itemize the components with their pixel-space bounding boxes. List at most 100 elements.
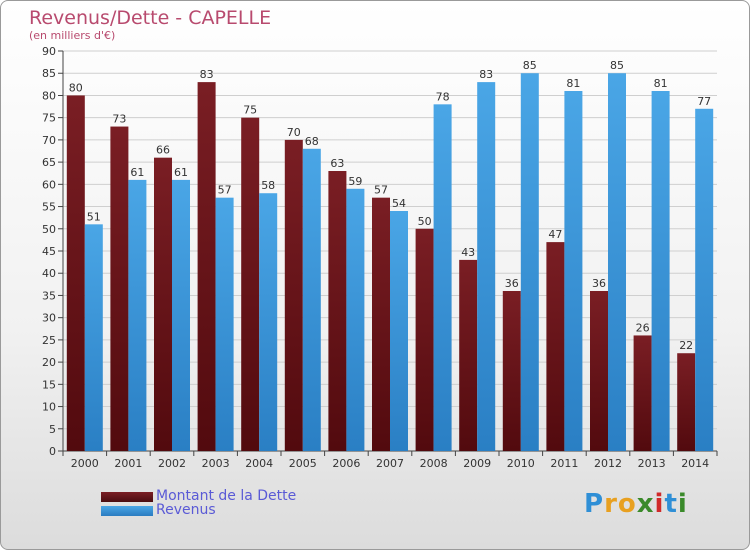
logo-letter: r <box>604 489 618 519</box>
x-tick-label: 2009 <box>463 457 491 470</box>
logo-letter: x <box>636 489 655 519</box>
data-label-revenus: 81 <box>566 77 580 90</box>
proxiti-logo: Proxiti <box>584 489 688 519</box>
data-label-revenus: 85 <box>523 59 537 72</box>
data-label-dette: 83 <box>200 68 214 81</box>
bar-dette <box>241 117 260 452</box>
bar-dette <box>328 171 347 451</box>
data-label-revenus: 58 <box>261 179 275 192</box>
bar-dette <box>502 291 521 451</box>
y-tick-label: 15 <box>42 378 56 391</box>
y-tick-label: 70 <box>42 134 56 147</box>
legend-label-dette: Montant de la Dette <box>156 488 297 504</box>
y-tick-label: 65 <box>42 156 56 169</box>
y-tick-label: 35 <box>42 289 56 302</box>
y-tick-label: 85 <box>42 67 56 80</box>
x-tick-label: 2006 <box>332 457 360 470</box>
data-label-dette: 26 <box>636 321 650 334</box>
bar-revenus <box>84 224 103 451</box>
data-label-revenus: 57 <box>218 184 232 197</box>
data-label-dette: 43 <box>461 246 475 259</box>
bar-revenus <box>390 211 408 451</box>
bar-dette <box>110 126 129 452</box>
data-label-dette: 22 <box>679 339 693 352</box>
data-label-dette: 80 <box>69 81 83 94</box>
bar-dette <box>459 259 478 451</box>
bar-dette <box>677 353 696 451</box>
bar-dette <box>154 157 172 451</box>
x-tick-label: 2003 <box>202 457 230 470</box>
bar-dette <box>66 95 85 451</box>
data-label-revenus: 51 <box>87 210 101 223</box>
legend-swatch-dette <box>101 492 153 502</box>
bar-revenus <box>172 179 190 451</box>
bar-revenus <box>346 188 365 451</box>
data-label-revenus: 83 <box>479 68 493 81</box>
data-label-revenus: 78 <box>436 90 450 103</box>
data-label-dette: 50 <box>418 215 432 228</box>
x-tick-label: 2002 <box>158 457 186 470</box>
x-tick-label: 2007 <box>376 457 404 470</box>
data-label-revenus: 81 <box>654 77 668 90</box>
logo-letter: i <box>677 489 688 519</box>
y-tick-label: 90 <box>42 45 56 58</box>
y-tick-label: 40 <box>42 267 56 280</box>
data-label-revenus: 85 <box>610 59 624 72</box>
x-tick-label: 2011 <box>550 457 578 470</box>
chart-subtitle: (en milliers d'€) <box>29 29 116 42</box>
bar-revenus <box>433 104 452 451</box>
y-tick-label: 5 <box>49 423 56 436</box>
x-tick-label: 2012 <box>594 457 622 470</box>
bar-dette <box>372 197 390 451</box>
y-tick-label: 45 <box>42 245 56 258</box>
x-tick-label: 2001 <box>114 457 142 470</box>
bar-revenus <box>651 91 670 451</box>
bar-revenus <box>128 179 147 451</box>
bar-revenus <box>259 193 278 451</box>
bar-revenus <box>608 73 626 451</box>
y-tick-label: 75 <box>42 112 56 125</box>
logo-letter: i <box>654 489 665 519</box>
y-tick-label: 60 <box>42 178 56 191</box>
data-label-dette: 47 <box>548 228 562 241</box>
bar-dette <box>633 335 652 451</box>
bar-dette <box>197 82 216 451</box>
x-tick-label: 2005 <box>289 457 317 470</box>
data-label-dette: 66 <box>156 144 170 157</box>
logo-letter: t <box>664 489 678 519</box>
x-tick-label: 2013 <box>638 457 666 470</box>
bar-revenus <box>477 82 496 451</box>
data-label-revenus: 54 <box>392 197 406 210</box>
y-tick-label: 20 <box>42 356 56 369</box>
legend-label-revenus: Revenus <box>156 502 216 518</box>
y-tick-label: 10 <box>42 401 56 414</box>
bar-dette <box>590 291 608 451</box>
x-tick-label: 2000 <box>71 457 99 470</box>
bar-revenus <box>695 108 714 452</box>
data-label-dette: 75 <box>243 104 257 117</box>
data-label-dette: 36 <box>505 277 519 290</box>
bar-revenus <box>520 73 539 451</box>
data-label-dette: 63 <box>330 157 344 170</box>
x-tick-label: 2004 <box>245 457 273 470</box>
logo-letter: P <box>584 489 605 519</box>
data-label-dette: 73 <box>112 113 126 126</box>
data-label-dette: 70 <box>287 126 301 139</box>
legend-swatch-revenus <box>101 506 153 516</box>
y-tick-label: 30 <box>42 312 56 325</box>
bar-dette <box>546 242 565 451</box>
data-label-revenus: 59 <box>348 175 362 188</box>
data-label-dette: 36 <box>592 277 606 290</box>
data-label-dette: 57 <box>374 184 388 197</box>
y-tick-label: 55 <box>42 201 56 214</box>
bar-dette <box>284 139 303 451</box>
x-tick-label: 2008 <box>420 457 448 470</box>
data-label-revenus: 68 <box>305 135 319 148</box>
data-label-revenus: 61 <box>130 166 144 179</box>
y-tick-label: 0 <box>49 445 56 458</box>
chart-title: Revenus/Dette - CAPELLE <box>29 7 272 29</box>
logo-letter: o <box>617 489 637 519</box>
x-tick-label: 2010 <box>507 457 535 470</box>
